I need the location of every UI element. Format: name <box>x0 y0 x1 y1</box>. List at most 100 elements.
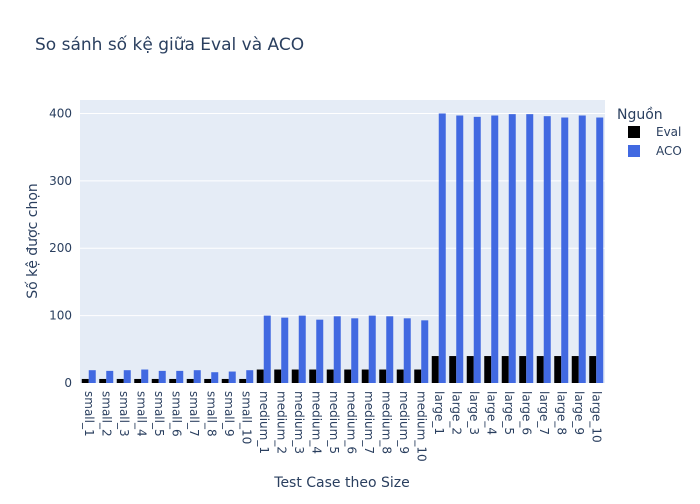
bar-eval-large_1 <box>431 356 439 383</box>
bar-aco-medium_7 <box>368 315 376 383</box>
bar-eval-large_2 <box>449 356 457 383</box>
legend: Eval ACO <box>628 125 682 158</box>
x-tick-label: medium_7 <box>362 391 376 454</box>
bar-eval-large_10 <box>589 356 597 383</box>
y-tick-label: 300 <box>49 174 72 188</box>
bar-aco-large_8 <box>561 117 569 384</box>
grid-layer <box>80 112 605 317</box>
bar-aco-medium_8 <box>386 316 394 383</box>
bar-aco-large_2 <box>456 115 464 383</box>
legend-label-aco[interactable]: ACO <box>656 144 682 158</box>
x-tick-label: medium_4 <box>309 391 323 454</box>
x-tick-label: large_8 <box>554 391 568 435</box>
bar-eval-small_2 <box>99 378 107 383</box>
bar-aco-large_10 <box>596 117 604 384</box>
bar-eval-large_3 <box>466 356 474 383</box>
x-tick-label: small_5 <box>152 391 166 437</box>
bar-eval-small_8 <box>204 378 212 383</box>
bar-aco-small_4 <box>141 369 149 383</box>
x-tick-label: small_9 <box>222 391 236 437</box>
chart-title: So sánh số kệ giữa Eval và ACO <box>35 34 304 55</box>
x-tick-label: medium_9 <box>397 391 411 454</box>
bar-aco-small_6 <box>176 370 184 383</box>
bar-aco-large_4 <box>491 115 499 383</box>
bar-eval-small_5 <box>151 378 159 383</box>
bar-eval-medium_4 <box>309 369 317 383</box>
legend-label-eval[interactable]: Eval <box>656 125 681 139</box>
legend-title: Nguồn <box>617 106 663 123</box>
bar-aco-large_9 <box>578 115 586 383</box>
bar-aco-large_1 <box>438 113 446 383</box>
x-tick-label: large_2 <box>449 391 463 435</box>
x-tick-label: small_6 <box>169 391 183 437</box>
y-tick-label: 100 <box>49 309 72 323</box>
bar-eval-large_6 <box>519 356 527 383</box>
bar-aco-medium_6 <box>351 318 359 383</box>
x-tick-label: large_1 <box>432 391 446 435</box>
bar-aco-small_1 <box>88 370 96 383</box>
y-tick-label: 200 <box>49 241 72 255</box>
bar-aco-small_10 <box>246 370 254 383</box>
bar-eval-medium_9 <box>396 369 404 383</box>
plot-background <box>80 100 605 383</box>
x-tick-label: large_6 <box>519 391 533 435</box>
x-tick-label: medium_2 <box>274 391 288 454</box>
x-tick-label: medium_6 <box>344 391 358 454</box>
bar-eval-medium_8 <box>379 369 387 383</box>
x-tick-label: medium_8 <box>379 391 393 454</box>
bar-aco-medium_4 <box>316 319 324 383</box>
bar-eval-medium_2 <box>274 369 282 383</box>
x-tick-label: small_2 <box>99 391 113 437</box>
bar-aco-large_6 <box>526 114 534 384</box>
bar-aco-small_3 <box>123 370 131 383</box>
bar-eval-small_6 <box>169 378 177 383</box>
x-tick-label: small_8 <box>204 391 218 437</box>
bar-layer <box>81 113 604 384</box>
x-tick-label: medium_1 <box>257 391 271 454</box>
bar-aco-small_9 <box>228 371 236 383</box>
bar-eval-large_7 <box>536 356 544 383</box>
bar-eval-large_5 <box>501 356 509 383</box>
bar-aco-large_3 <box>473 116 481 383</box>
bar-eval-small_10 <box>239 378 247 383</box>
bar-eval-medium_3 <box>291 369 299 383</box>
x-tick-label: small_7 <box>187 391 201 437</box>
bar-aco-large_5 <box>508 114 516 384</box>
x-tick-label: large_9 <box>572 391 586 435</box>
bar-eval-small_7 <box>186 378 194 383</box>
y-axis-title: Số kệ được chọn <box>24 183 41 299</box>
y-tick-layer: 0 100 200 300 400 <box>49 106 72 390</box>
y-tick-label: 0 <box>64 376 72 390</box>
bar-eval-large_4 <box>484 356 492 383</box>
bar-aco-small_7 <box>193 370 201 383</box>
x-axis-title: Test Case theo Size <box>273 475 409 491</box>
x-tick-layer: small_1 small_2 small_3 small_4 small_5 small… <box>82 391 604 462</box>
bar-aco-small_5 <box>158 370 166 383</box>
bar-aco-medium_3 <box>298 315 306 383</box>
bar-eval-medium_6 <box>344 369 352 383</box>
x-tick-label: medium_5 <box>327 391 341 454</box>
bar-aco-medium_5 <box>333 316 341 383</box>
bar-aco-medium_10 <box>421 320 429 383</box>
bar-aco-large_7 <box>543 116 551 384</box>
bar-eval-large_9 <box>571 356 579 383</box>
x-tick-label: small_10 <box>239 391 253 444</box>
x-tick-label: small_3 <box>117 391 131 437</box>
bar-eval-medium_1 <box>256 369 264 383</box>
bar-eval-medium_7 <box>361 369 369 383</box>
x-tick-label: medium_10 <box>414 391 428 462</box>
legend-swatch-eval[interactable] <box>628 126 640 138</box>
x-tick-label: large_7 <box>537 391 551 435</box>
bar-eval-large_8 <box>554 356 562 383</box>
bar-aco-medium_9 <box>403 318 411 383</box>
x-tick-label: large_3 <box>467 391 481 435</box>
bar-aco-small_2 <box>106 370 114 383</box>
legend-swatch-aco[interactable] <box>628 145 640 157</box>
bar-aco-small_8 <box>211 372 219 383</box>
x-tick-label: small_1 <box>82 391 96 437</box>
bar-eval-small_9 <box>221 378 229 383</box>
bar-eval-small_4 <box>134 378 142 383</box>
x-tick-label: small_4 <box>134 391 148 437</box>
x-tick-label: large_4 <box>484 391 498 435</box>
bar-aco-medium_1 <box>263 315 271 383</box>
